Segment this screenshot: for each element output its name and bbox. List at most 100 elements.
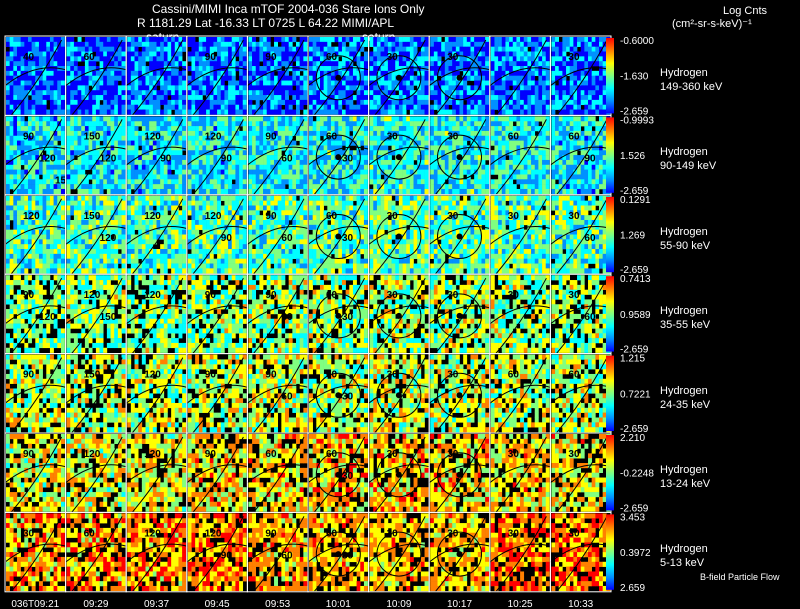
heatmap-cell [88, 104, 93, 110]
heatmap-cell [191, 61, 196, 67]
heatmap-cell [398, 116, 403, 122]
heatmap-cell [213, 99, 218, 106]
heatmap-cell [591, 70, 596, 76]
heatmap-cell [167, 116, 172, 122]
heatmap-cell [494, 51, 499, 57]
heatmap-cell [602, 99, 607, 106]
heatmap-cell [292, 155, 297, 161]
heatmap-cell [356, 169, 361, 175]
heatmap-cell [391, 121, 396, 127]
heatmap-cell [99, 155, 104, 161]
heatmap-cell [145, 164, 150, 170]
heatmap-cell [349, 80, 354, 86]
heatmap-cell [259, 155, 264, 161]
heatmap-cell [312, 99, 317, 106]
heatmap-cell [274, 155, 278, 161]
heatmap-cell [270, 66, 275, 72]
heatmap-cell [334, 174, 339, 180]
heatmap-cell [285, 164, 289, 170]
heatmap-cell [84, 130, 89, 137]
heatmap-cell [527, 85, 532, 91]
heatmap-cell [466, 184, 471, 190]
heatmap-cell [53, 145, 58, 151]
heatmap-cell [520, 155, 525, 161]
heatmap-cell [444, 135, 449, 141]
heatmap-cell [6, 75, 10, 81]
heatmap-cell [35, 130, 40, 137]
heatmap-cell [494, 75, 499, 81]
heatmap-cell [441, 116, 446, 122]
heatmap-cell [114, 130, 119, 137]
heatmap-cell [20, 174, 25, 180]
heatmap-cell [395, 51, 400, 57]
heatmap-cell [66, 85, 71, 91]
heatmap-cell [31, 85, 36, 91]
heatmap-cell [42, 164, 47, 170]
heatmap-cell [149, 130, 154, 137]
heatmap-cell [558, 46, 563, 52]
heatmap-cell [92, 109, 97, 115]
heatmap-cell [209, 75, 214, 81]
heatmap-cell [444, 130, 449, 137]
heatmap-cell [202, 169, 207, 175]
heatmap-cell [60, 164, 65, 170]
heatmap-cell [455, 80, 460, 86]
heatmap-cell [138, 61, 143, 67]
heatmap-cell [448, 121, 453, 127]
heatmap-cell [545, 109, 550, 115]
heatmap-cell [391, 130, 396, 137]
heatmap-cell [448, 70, 453, 76]
heatmap-cell [252, 164, 257, 170]
heatmap-cell [9, 135, 14, 141]
heatmap-cell [160, 85, 165, 91]
heatmap-cell [376, 179, 381, 185]
heatmap-cell [545, 135, 550, 141]
heatmap-cell [171, 56, 176, 62]
heatmap-cell [20, 70, 25, 76]
heatmap-cell [77, 51, 82, 57]
heatmap-cell [309, 188, 313, 195]
heatmap-cell [520, 179, 525, 185]
heatmap-cell [433, 61, 438, 67]
heatmap-cell [417, 99, 422, 106]
heatmap-cell [595, 90, 600, 96]
heatmap-cell [16, 85, 21, 91]
heatmap-cell [402, 159, 407, 166]
heatmap-cell [498, 90, 503, 96]
heatmap-cell [35, 150, 40, 156]
heatmap-cell [360, 61, 365, 67]
heatmap-cell [573, 37, 578, 43]
heatmap-cell [573, 80, 578, 86]
heatmap-cell [160, 90, 165, 96]
heatmap-cell [584, 61, 589, 67]
heatmap-cell [191, 75, 196, 81]
heatmap-cell [345, 46, 350, 52]
heatmap-cell [248, 188, 253, 195]
heatmap-cell [474, 37, 479, 43]
heatmap-cell [319, 164, 324, 170]
contour-line [489, 146, 551, 166]
heatmap-cell [209, 109, 214, 115]
heatmap-cell [312, 159, 317, 166]
heatmap-cell [569, 121, 574, 127]
heatmap-cell [252, 56, 257, 62]
heatmap-cell [77, 164, 82, 170]
heatmap-cell [277, 126, 282, 132]
heatmap-cell [363, 184, 368, 190]
heatmap-cell [178, 95, 183, 101]
heatmap-cell [274, 46, 278, 52]
heatmap-cell [16, 116, 21, 122]
heatmap-cell [38, 56, 43, 62]
heatmap-cell [409, 159, 414, 166]
heatmap-cell [84, 109, 89, 115]
heatmap-cell [6, 85, 10, 91]
heatmap-cell [228, 85, 233, 91]
heatmap-cell [239, 85, 244, 91]
heatmap-cell [558, 109, 563, 115]
heatmap-cell [277, 66, 282, 72]
heatmap-cell [167, 159, 172, 166]
heatmap-cell [444, 75, 449, 81]
heatmap-cell [206, 104, 211, 110]
heatmap-cell [591, 75, 596, 81]
heatmap-cell [130, 61, 135, 67]
